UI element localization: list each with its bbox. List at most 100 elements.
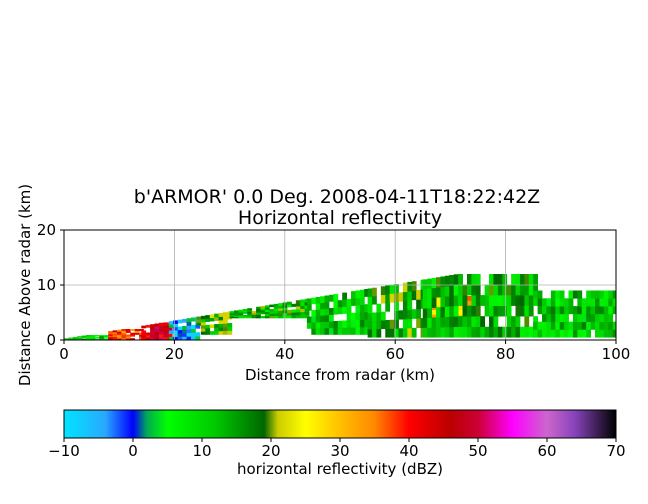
echo-cell [295, 309, 301, 313]
echo-cell [134, 332, 140, 335]
echo-cell [568, 298, 574, 307]
echo-cell [581, 306, 587, 315]
echo-cell [190, 328, 196, 333]
echo-cell [577, 290, 583, 299]
echo-cell [86, 335, 91, 338]
echo-cell [581, 329, 587, 338]
echo-cell [112, 333, 118, 336]
echo-cell [431, 317, 437, 328]
echo-cell [422, 308, 428, 319]
echo-cell [376, 312, 382, 321]
echo-cell [256, 306, 261, 309]
echo-cell [150, 332, 155, 336]
echo-cell [311, 322, 317, 329]
echo-cell [537, 298, 543, 307]
echo-cell [555, 329, 561, 338]
echo-cell [581, 313, 587, 322]
echo-cell [427, 307, 433, 319]
echo-cell [515, 326, 521, 338]
echo-cell [608, 313, 614, 322]
echo-cell [524, 284, 530, 296]
echo-cell [515, 305, 521, 317]
echo-cell [251, 311, 257, 314]
echo-cell [458, 295, 463, 306]
echo-cell [489, 316, 494, 328]
echo-cell [550, 306, 556, 315]
echo-cell [264, 309, 270, 312]
echo-cell [444, 285, 450, 297]
echo-cell [550, 321, 556, 330]
echo-cell [595, 298, 600, 307]
echo-cell [608, 290, 614, 299]
echo-cell [247, 316, 253, 319]
echo-cell [333, 294, 339, 302]
echo-cell [453, 295, 459, 307]
echo-cell [431, 297, 437, 308]
echo-cell [295, 306, 301, 310]
echo-cell [287, 312, 292, 316]
echo-cell [550, 329, 556, 338]
echo-cell [355, 290, 361, 299]
echo-cell [519, 284, 525, 296]
echo-cell [458, 274, 463, 285]
echo-cell [449, 285, 455, 297]
echo-cell [595, 321, 600, 330]
y-tick-label: 20 [37, 221, 56, 239]
echo-cell [394, 310, 399, 320]
echo-cell [458, 309, 463, 315]
echo-cell [247, 309, 253, 312]
echo-cell [90, 335, 96, 338]
echo-cell [186, 336, 192, 340]
echo-cell [533, 316, 539, 328]
echo-cell [154, 326, 160, 330]
echo-cell [355, 327, 361, 335]
echo-cell [328, 327, 334, 335]
echo-cell [337, 307, 343, 315]
echo-cell [72, 337, 78, 339]
echo-cell [177, 336, 183, 340]
echo-cell [385, 328, 391, 338]
echo-cell [572, 306, 578, 315]
echo-cell [81, 336, 87, 339]
echo-cell [291, 315, 297, 319]
echo-cell [422, 289, 428, 299]
echo-cell [612, 306, 616, 315]
echo-cell [599, 313, 605, 322]
echo-cell [251, 314, 257, 317]
echo-cell [108, 338, 113, 340]
echo-region [229, 298, 310, 319]
echo-cell [444, 275, 450, 287]
echo-cell [214, 313, 219, 318]
echo-cell [444, 296, 450, 307]
echo-cell [141, 332, 147, 336]
echo-cell [300, 302, 306, 306]
echo-cell [603, 298, 609, 307]
echo-cell [324, 315, 330, 322]
echo-cell [154, 337, 160, 340]
echo-cell [493, 284, 499, 296]
echo-cell [229, 314, 235, 317]
echo-cell [449, 295, 455, 307]
echo-cell [68, 338, 74, 340]
echo-cell [173, 320, 179, 324]
echo-cell [205, 318, 211, 322]
echo-cell [234, 316, 239, 319]
echo-cell [480, 295, 486, 306]
echo-cell [86, 336, 91, 338]
echo-cell [99, 337, 105, 339]
echo-cell [177, 333, 183, 337]
echo-cell [300, 311, 306, 316]
echo-cell [234, 312, 239, 315]
echo-cell [608, 306, 614, 315]
echo-cell [524, 274, 530, 285]
colorbar-tick-label: 10 [192, 442, 211, 460]
echo-cell [200, 322, 206, 326]
echo-cell [145, 337, 151, 340]
echo-cell [564, 329, 569, 338]
echo-cell [471, 326, 477, 338]
echo-cell [209, 331, 215, 335]
echo-cell [394, 284, 399, 294]
echo-cell [190, 324, 196, 330]
echo-cell [116, 334, 122, 337]
echo-cell [524, 295, 530, 306]
